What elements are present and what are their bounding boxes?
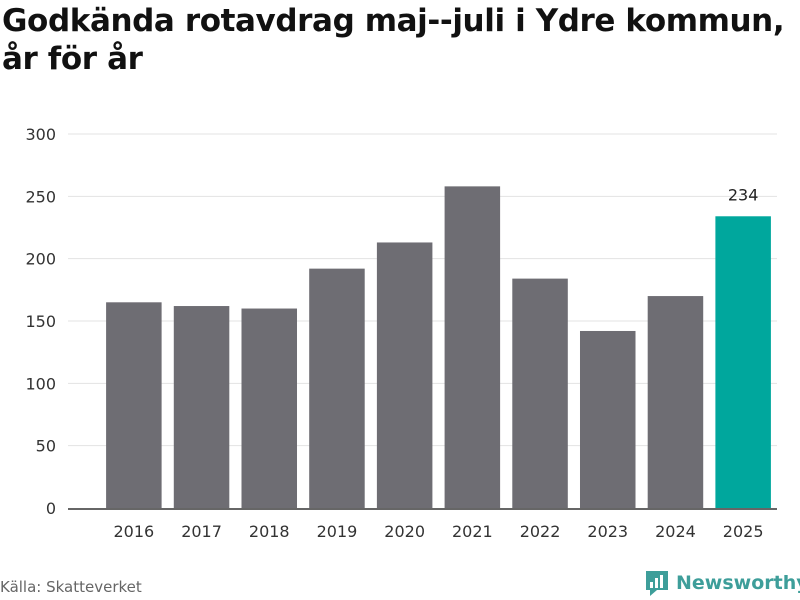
x-tick-label: 2017 — [181, 522, 222, 541]
y-tick-label: 100 — [25, 374, 56, 393]
x-tick-label: 2021 — [452, 522, 493, 541]
bar-2019 — [309, 268, 365, 508]
bar-2023 — [579, 330, 636, 508]
x-tick-label: 2016 — [113, 522, 154, 541]
bar-2021 — [444, 186, 501, 509]
bar-2020 — [376, 242, 433, 508]
x-tick-label: 2025 — [723, 522, 764, 541]
bar-2025 — [715, 216, 771, 508]
y-tick-label: 300 — [25, 125, 56, 144]
x-tick-label: 2018 — [249, 522, 290, 541]
newsworthy-logo-icon — [646, 571, 668, 596]
bars — [106, 186, 771, 509]
bar-2024 — [647, 296, 704, 508]
bar-2017 — [173, 306, 230, 508]
brand-name: Newsworthy — [676, 572, 800, 594]
data-label: 234 — [728, 185, 759, 204]
brand-logo: Newsworthy — [644, 568, 800, 598]
y-tick-label: 150 — [25, 312, 56, 331]
x-tick-label: 2024 — [655, 522, 696, 541]
x-tick-label: 2020 — [384, 522, 425, 541]
x-tick-label: 2022 — [520, 522, 561, 541]
y-axis-ticks: 0 50 100 150 200 250 300 — [25, 125, 56, 518]
y-tick-label: 200 — [25, 250, 56, 269]
data-labels: 234 — [728, 185, 759, 204]
y-tick-label: 0 — [46, 499, 56, 518]
x-tick-label: 2019 — [317, 522, 358, 541]
x-axis-ticks: 2016 2017 2018 2019 2020 2021 2022 2023 2024 2025 — [113, 522, 763, 541]
y-tick-label: 250 — [25, 187, 56, 206]
bar-2022 — [512, 278, 568, 508]
bar-2016 — [106, 302, 162, 508]
y-tick-label: 50 — [36, 437, 56, 456]
bar-2018 — [241, 308, 298, 508]
x-tick-label: 2023 — [587, 522, 628, 541]
source-note: Källa: Skatteverket — [0, 578, 142, 596]
chart-title: Godkända rotavdrag maj--juli i Ydre komm… — [2, 3, 785, 77]
